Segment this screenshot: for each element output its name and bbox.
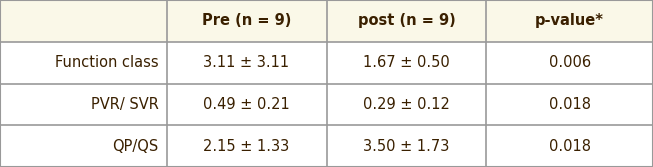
- Text: 0.29 ± 0.12: 0.29 ± 0.12: [363, 97, 450, 112]
- Text: 0.018: 0.018: [549, 97, 591, 112]
- Text: 0.49 ± 0.21: 0.49 ± 0.21: [203, 97, 290, 112]
- Text: 0.006: 0.006: [549, 55, 591, 70]
- Bar: [0, 0, 653, 42]
- Bar: [0, 84, 653, 125]
- Text: PVR/ SVR: PVR/ SVR: [91, 97, 159, 112]
- Text: 3.50 ± 1.73: 3.50 ± 1.73: [363, 139, 450, 154]
- Bar: [0, 42, 653, 84]
- Text: post (n = 9): post (n = 9): [358, 13, 455, 28]
- Text: 1.67 ± 0.50: 1.67 ± 0.50: [363, 55, 450, 70]
- Text: 3.11 ± 3.11: 3.11 ± 3.11: [204, 55, 289, 70]
- Text: Function class: Function class: [55, 55, 159, 70]
- Text: Pre (n = 9): Pre (n = 9): [202, 13, 291, 28]
- Bar: [0, 125, 653, 167]
- Text: p-value*: p-value*: [535, 13, 604, 28]
- Text: QP/QS: QP/QS: [112, 139, 159, 154]
- Text: 2.15 ± 1.33: 2.15 ± 1.33: [203, 139, 290, 154]
- Text: 0.018: 0.018: [549, 139, 591, 154]
